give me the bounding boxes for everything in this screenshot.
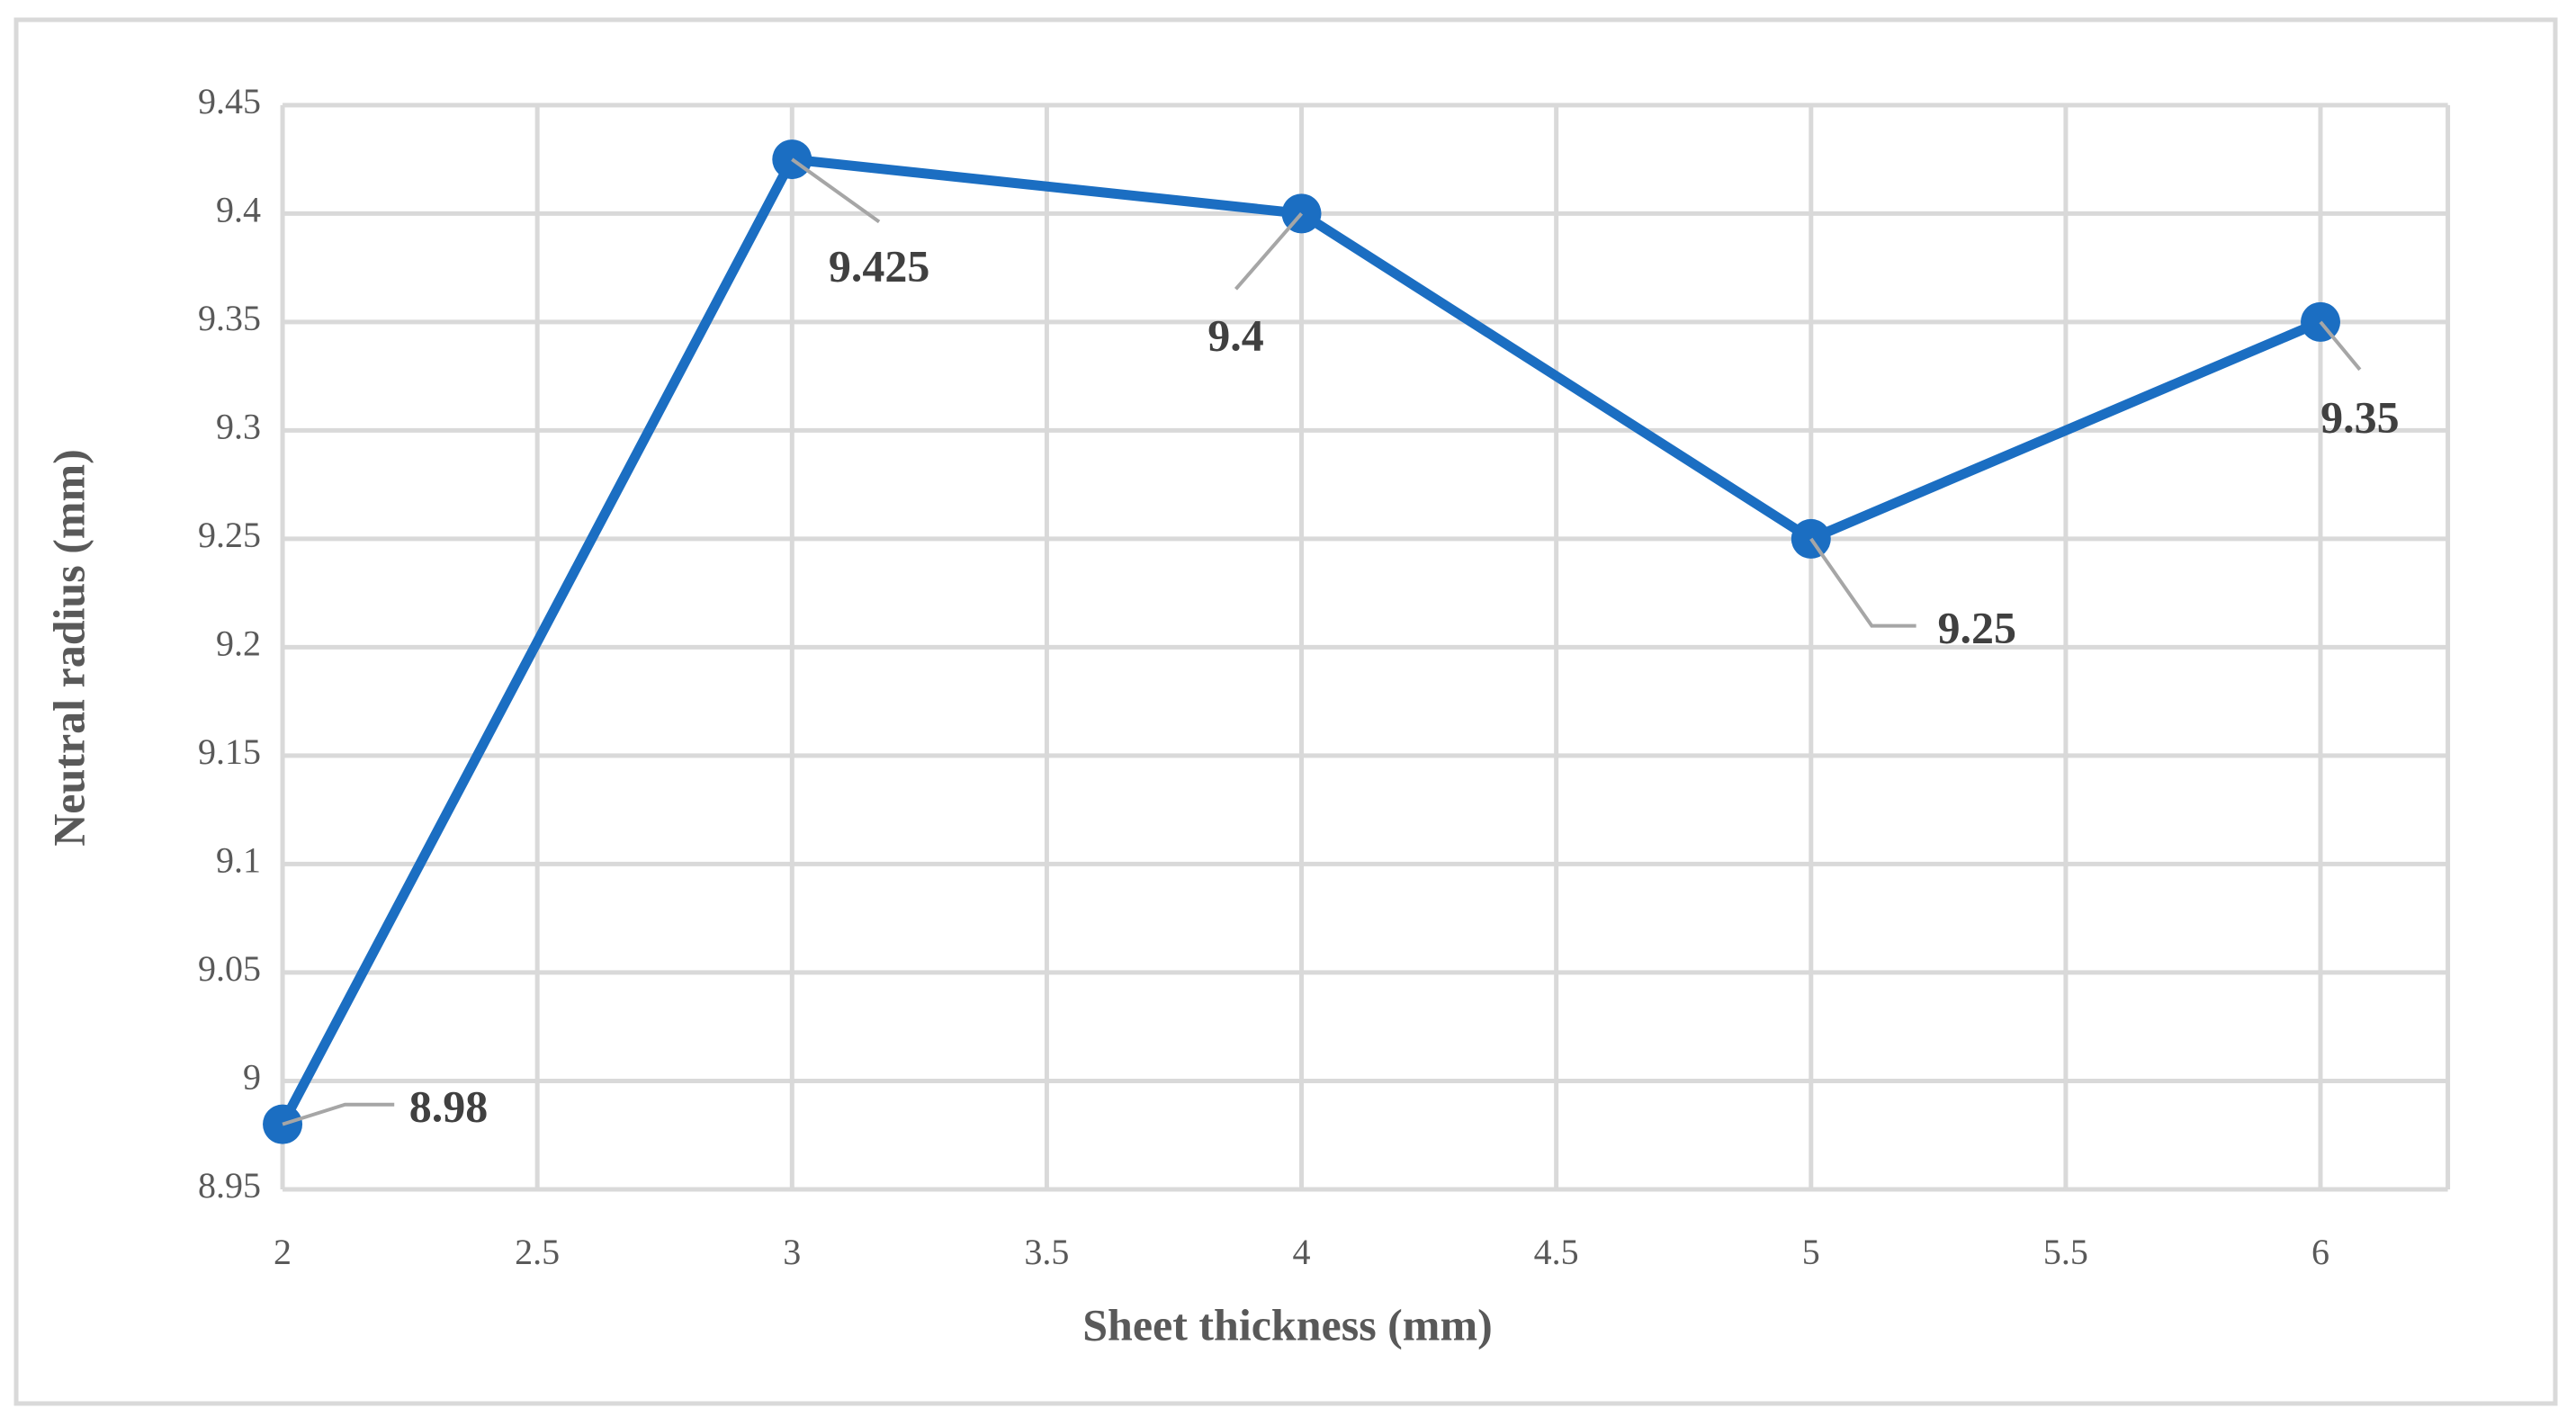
y-tick-label: 9.4	[216, 190, 261, 230]
y-tick-label: 9.05	[198, 948, 261, 989]
data-label: 9.25	[1937, 602, 2016, 652]
y-tick-label: 9.1	[216, 840, 261, 881]
x-tick-label: 3.5	[1024, 1232, 1069, 1272]
x-tick-label: 6	[2311, 1232, 2329, 1272]
leader-line	[2319, 320, 2362, 372]
data-label: 9.425	[829, 241, 930, 291]
leader-line	[282, 1102, 395, 1126]
x-tick-label: 5.5	[2043, 1232, 2088, 1272]
data-label: 9.35	[2320, 392, 2400, 443]
leader-line	[1234, 212, 1304, 291]
leader-line	[1809, 537, 1916, 628]
x-tick-label: 3	[783, 1232, 801, 1272]
y-tick-label: 9	[243, 1057, 261, 1098]
leader-line	[791, 157, 881, 224]
y-tick-label: 9.35	[198, 298, 261, 338]
x-tick-label: 2.5	[515, 1232, 560, 1272]
y-axis-title: Neutral radius (mm)	[43, 449, 94, 847]
data-label: 8.98	[409, 1081, 489, 1132]
x-tick-label: 5	[1802, 1232, 1820, 1272]
x-tick-label: 4.5	[1534, 1232, 1579, 1272]
y-tick-label: 9.45	[198, 81, 261, 121]
data-label: 9.4	[1207, 309, 1264, 360]
x-axis-title: Sheet thickness (mm)	[1082, 1299, 1493, 1350]
chart-border	[13, 17, 2558, 1406]
x-tick-label: 4	[1293, 1232, 1311, 1272]
y-tick-label: 9.2	[216, 623, 261, 664]
y-tick-label: 9.25	[198, 515, 261, 555]
y-tick-label: 8.95	[198, 1165, 261, 1206]
y-tick-label: 9.15	[198, 731, 261, 772]
x-tick-label: 2	[274, 1232, 292, 1272]
y-tick-label: 9.3	[216, 407, 261, 447]
